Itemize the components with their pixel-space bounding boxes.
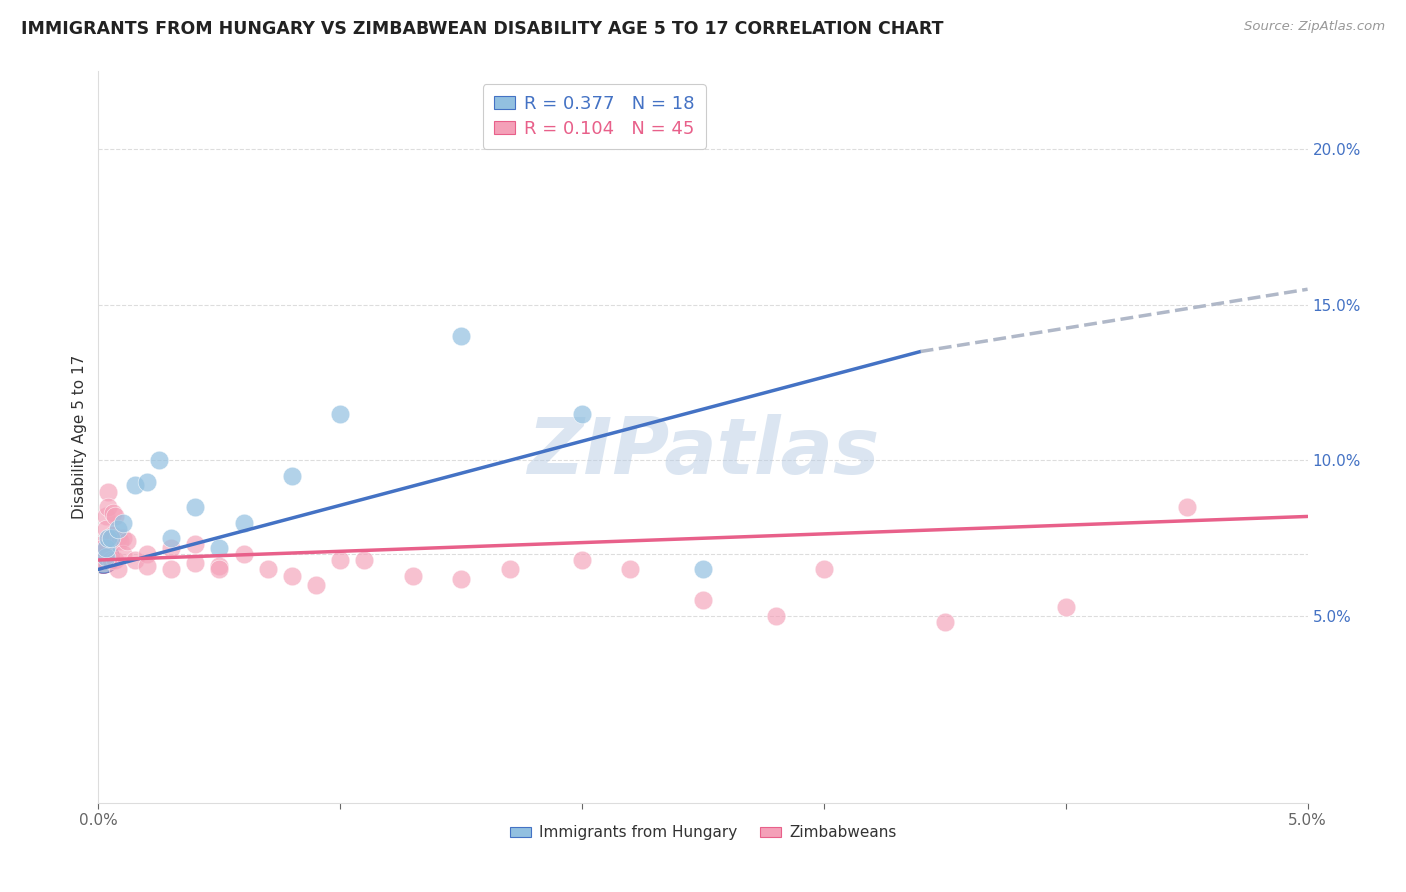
Point bbox=[148, 453, 170, 467]
Point bbox=[692, 593, 714, 607]
Point bbox=[108, 534, 131, 549]
Point bbox=[765, 609, 787, 624]
Point bbox=[208, 541, 231, 555]
Point bbox=[135, 559, 157, 574]
Point bbox=[305, 578, 328, 592]
Point bbox=[107, 531, 129, 545]
Point bbox=[184, 500, 207, 515]
Point bbox=[97, 531, 120, 545]
Point bbox=[91, 549, 114, 564]
Point bbox=[104, 553, 127, 567]
Text: Source: ZipAtlas.com: Source: ZipAtlas.com bbox=[1244, 20, 1385, 33]
Point bbox=[232, 547, 254, 561]
Point bbox=[91, 549, 114, 564]
Point bbox=[934, 615, 956, 630]
Point bbox=[160, 562, 183, 576]
Point bbox=[402, 568, 425, 582]
Point bbox=[329, 407, 352, 421]
Point bbox=[160, 541, 183, 555]
Point bbox=[91, 549, 114, 564]
Point bbox=[107, 562, 129, 576]
Point bbox=[91, 549, 114, 564]
Point bbox=[91, 549, 114, 564]
Point bbox=[101, 528, 124, 542]
Point bbox=[498, 562, 520, 576]
Point bbox=[813, 562, 835, 576]
Point bbox=[91, 549, 114, 564]
Point bbox=[94, 541, 117, 555]
Point bbox=[450, 329, 472, 343]
Point bbox=[91, 549, 114, 564]
Point bbox=[1054, 599, 1077, 614]
Point bbox=[232, 516, 254, 530]
Point bbox=[571, 407, 593, 421]
Point bbox=[111, 531, 134, 545]
Point bbox=[208, 559, 231, 574]
Legend: Immigrants from Hungary, Zimbabweans: Immigrants from Hungary, Zimbabweans bbox=[503, 819, 903, 847]
Point bbox=[135, 547, 157, 561]
Point bbox=[353, 553, 375, 567]
Point bbox=[450, 572, 472, 586]
Point bbox=[281, 568, 304, 582]
Point bbox=[91, 549, 114, 564]
Point bbox=[281, 469, 304, 483]
Point bbox=[208, 562, 231, 576]
Point bbox=[135, 475, 157, 490]
Point bbox=[91, 541, 114, 555]
Point bbox=[329, 553, 352, 567]
Point bbox=[91, 549, 114, 564]
Point bbox=[692, 562, 714, 576]
Point bbox=[97, 500, 120, 515]
Point bbox=[124, 553, 146, 567]
Point bbox=[1175, 500, 1198, 515]
Point bbox=[124, 478, 146, 492]
Point bbox=[107, 522, 129, 536]
Text: ZIPatlas: ZIPatlas bbox=[527, 414, 879, 490]
Point bbox=[97, 484, 120, 499]
Point bbox=[91, 537, 114, 551]
Point bbox=[101, 506, 124, 520]
Point bbox=[94, 549, 117, 564]
Text: IMMIGRANTS FROM HUNGARY VS ZIMBABWEAN DISABILITY AGE 5 TO 17 CORRELATION CHART: IMMIGRANTS FROM HUNGARY VS ZIMBABWEAN DI… bbox=[21, 20, 943, 37]
Point bbox=[100, 531, 122, 545]
Point bbox=[94, 522, 117, 536]
Point bbox=[100, 531, 122, 545]
Point bbox=[111, 516, 134, 530]
Point bbox=[571, 553, 593, 567]
Point bbox=[619, 562, 641, 576]
Point bbox=[91, 549, 114, 564]
Point bbox=[117, 534, 139, 549]
Point bbox=[91, 549, 114, 564]
Point bbox=[104, 509, 127, 524]
Point bbox=[100, 553, 122, 567]
Point bbox=[184, 537, 207, 551]
Point bbox=[160, 531, 183, 545]
Point bbox=[94, 509, 117, 524]
Point bbox=[91, 549, 114, 564]
Y-axis label: Disability Age 5 to 17: Disability Age 5 to 17 bbox=[72, 355, 87, 519]
Point bbox=[111, 547, 134, 561]
Point bbox=[90, 553, 112, 567]
Point bbox=[256, 562, 278, 576]
Point bbox=[184, 556, 207, 570]
